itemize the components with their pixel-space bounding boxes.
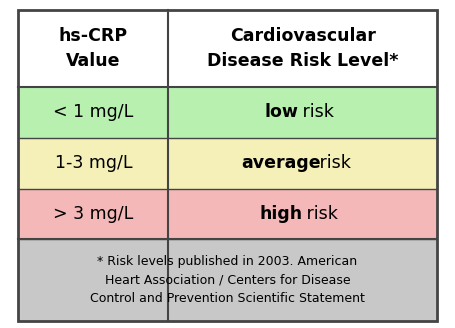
Bar xyxy=(168,138,437,189)
Bar xyxy=(168,189,437,239)
Text: risk: risk xyxy=(314,154,351,172)
Text: low: low xyxy=(264,103,298,121)
Text: < 1 mg/L: < 1 mg/L xyxy=(53,103,133,121)
Text: > 3 mg/L: > 3 mg/L xyxy=(53,205,133,223)
Text: Cardiovascular
Disease Risk Level*: Cardiovascular Disease Risk Level* xyxy=(207,27,398,70)
Text: hs-CRP
Value: hs-CRP Value xyxy=(59,27,128,70)
Bar xyxy=(168,87,437,138)
Bar xyxy=(18,189,168,239)
Text: 1-3 mg/L: 1-3 mg/L xyxy=(55,154,132,172)
Text: risk: risk xyxy=(301,205,339,223)
Text: risk: risk xyxy=(297,103,334,121)
Text: average: average xyxy=(241,154,321,172)
Bar xyxy=(18,138,168,189)
Text: high: high xyxy=(259,205,303,223)
Bar xyxy=(18,239,437,321)
Bar xyxy=(18,87,168,138)
Bar xyxy=(18,10,437,87)
Text: * Risk levels published in 2003. American
Heart Association / Centers for Diseas: * Risk levels published in 2003. America… xyxy=(90,256,365,305)
